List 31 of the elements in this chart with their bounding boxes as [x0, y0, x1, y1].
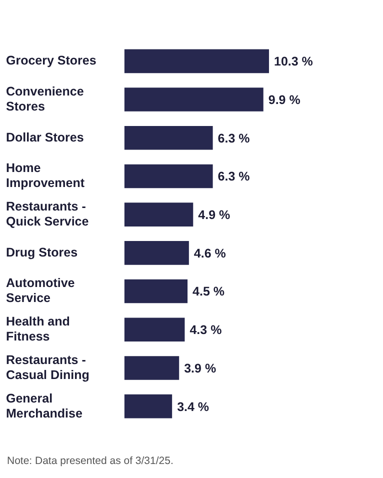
data-label: 4.6 % [194, 246, 226, 260]
bar [124, 279, 188, 304]
data-label: 6.3 % [218, 131, 250, 146]
y-tick-label: General Merchandise [6, 391, 82, 420]
y-tick-label: Restaurants - Casual Dining [6, 352, 90, 382]
data-label: 10.3 % [274, 54, 313, 69]
data-label: 9.9 % [268, 92, 300, 107]
y-tick-label: Restaurants - Quick Service [6, 200, 89, 229]
data-label: 3.4 % [177, 400, 210, 414]
y-tick-label: Automotive Service [6, 276, 75, 306]
text: Note: Data presented as of 3/31/25. [6, 455, 174, 467]
bar [124, 394, 172, 418]
data-label: 3.9 % [184, 361, 216, 376]
bar [124, 202, 194, 226]
y-tick-label: Grocery Stores [6, 54, 96, 68]
y-tick-label: Home Improvement [6, 161, 86, 190]
bar [124, 318, 185, 342]
y-tick-label: Health and Fitness [6, 314, 70, 344]
data-label: 4.5 % [192, 284, 224, 299]
bar [124, 49, 269, 74]
y-tick-label: Dollar Stores [6, 130, 84, 144]
y-tick-label: Drug Stores [6, 245, 78, 260]
bar [124, 126, 213, 150]
data-label: 6.3 % [218, 170, 250, 184]
bar [124, 164, 213, 188]
y-tick-label: Convenience Stores [6, 84, 84, 114]
bar [124, 88, 264, 112]
bar [124, 241, 189, 265]
data-label: 4.3 % [190, 323, 222, 338]
data-label: 4.9 % [198, 208, 230, 222]
bar [124, 356, 180, 380]
